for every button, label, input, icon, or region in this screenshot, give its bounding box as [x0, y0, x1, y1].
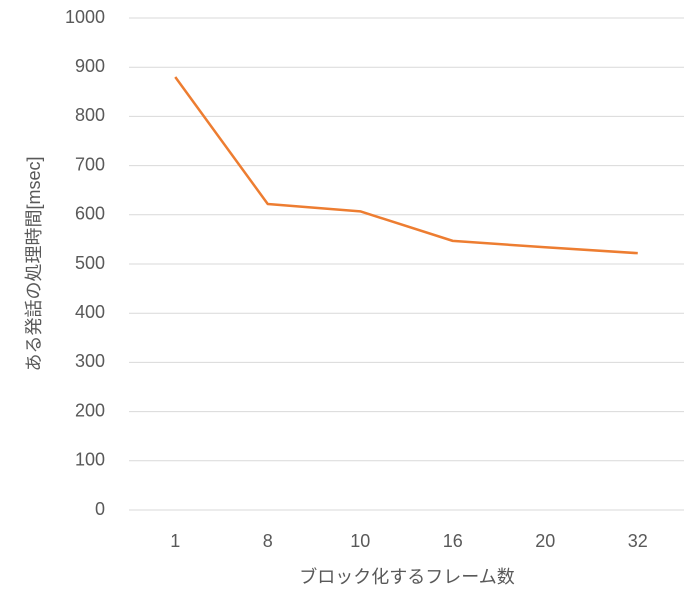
y-tick-label: 600	[75, 204, 105, 224]
y-tick-label: 300	[75, 351, 105, 371]
y-tick-label: 700	[75, 154, 105, 174]
y-tick-label: 800	[75, 105, 105, 125]
data-line	[174, 76, 638, 255]
y-tick-label: 200	[75, 400, 105, 420]
x-tick-label: 8	[263, 531, 273, 551]
x-tick-label: 1	[170, 531, 180, 551]
x-tick-label: 20	[535, 531, 555, 551]
y-tick-label: 900	[75, 56, 105, 76]
y-tick-label: 100	[75, 450, 105, 470]
y-tick-label: 500	[75, 253, 105, 273]
x-tick-label: 32	[628, 531, 648, 551]
y-tick-label: 1000	[65, 7, 105, 27]
x-tick-label: 16	[443, 531, 463, 551]
x-tick-label: 10	[350, 531, 370, 551]
y-tick-label: 0	[95, 499, 105, 519]
y-tick-label: 400	[75, 302, 105, 322]
y-axis-title: ある発話の処理時間[msec]	[24, 156, 44, 371]
x-axis-title: ブロック化するフレーム数	[299, 566, 514, 587]
